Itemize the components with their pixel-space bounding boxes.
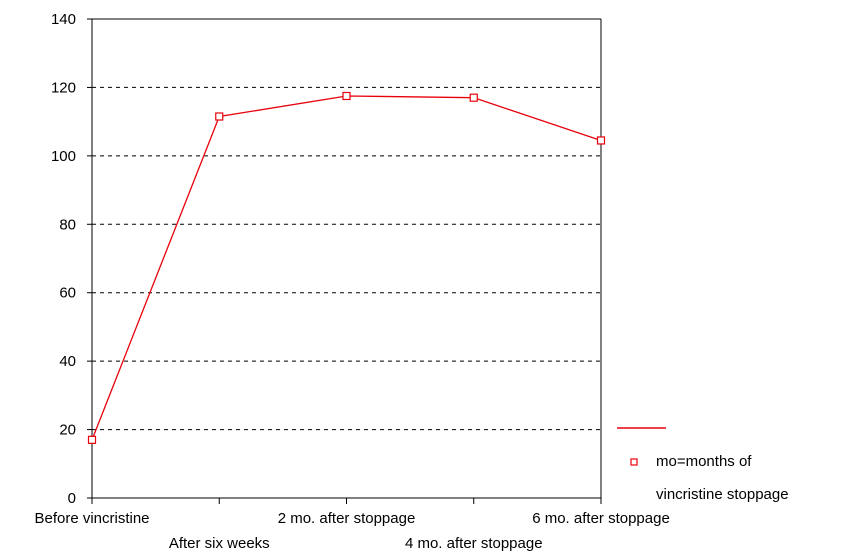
data-point-marker xyxy=(342,91,351,101)
data-point-marker xyxy=(469,93,478,102)
y-tick-label: 40 xyxy=(59,353,76,370)
data-point-marker xyxy=(87,435,97,444)
legend-label-line-1: mo=months of xyxy=(656,453,752,470)
x-tick-label: 6 mo. after stoppage xyxy=(532,510,670,527)
series-line xyxy=(91,95,602,441)
x-tick-label: 4 mo. after stoppage xyxy=(405,535,543,551)
legend-marker-swatch xyxy=(630,458,638,466)
y-tick-label: 0 xyxy=(68,490,76,507)
y-tick-label: 60 xyxy=(59,285,76,302)
y-tick-label: 140 xyxy=(51,11,76,28)
axes xyxy=(87,18,602,504)
y-tick-label: 80 xyxy=(59,216,76,233)
y-tick-label: 20 xyxy=(59,422,76,439)
legend-label-line-2: vincristine stoppage xyxy=(656,486,789,503)
tick-labels: 0 20 40 60 80 100 120 140 Before vincristine Afte… xyxy=(34,11,669,551)
legend: mo=months of vincristine stoppage xyxy=(617,427,789,503)
data-point-marker xyxy=(215,112,224,121)
y-tick-label: 120 xyxy=(51,79,76,96)
data-point-marker xyxy=(596,136,606,145)
x-tick-label: After six weeks xyxy=(169,535,270,551)
y-tick-label: 100 xyxy=(51,148,76,165)
series-layer xyxy=(87,91,606,444)
x-tick-label: 2 mo. after stoppage xyxy=(278,510,416,527)
gridlines xyxy=(92,86,601,431)
x-tick-label: Before vincristine xyxy=(34,510,149,527)
